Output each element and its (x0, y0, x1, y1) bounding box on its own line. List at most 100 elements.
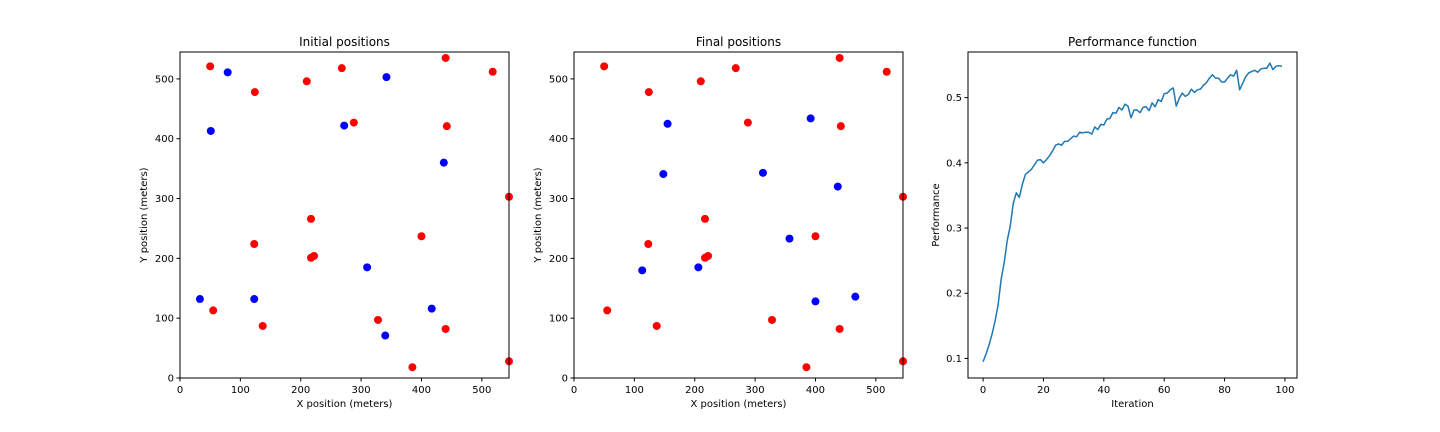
initial-positions-point (442, 122, 451, 131)
performance-x-tick-label: 100 (1275, 385, 1294, 396)
initial-positions-point (363, 263, 372, 272)
final-positions-point (835, 324, 844, 333)
final-positions-point (644, 88, 653, 97)
final-positions-x-tick-label: 500 (866, 385, 885, 396)
initial-positions-series-red (206, 53, 513, 372)
initial-positions-point (206, 126, 215, 135)
initial-positions-point (310, 251, 319, 260)
final-positions-point (851, 292, 860, 301)
initial-positions-y-tick-label: 300 (155, 194, 174, 205)
final-positions-x-tick-label: 300 (746, 385, 765, 396)
initial-positions-point (408, 363, 417, 372)
initial-positions-point (439, 158, 448, 167)
initial-positions-point (441, 53, 450, 62)
final-positions-x-tick-label: 100 (625, 385, 644, 396)
final-positions-point (811, 232, 820, 241)
final-positions-point (802, 363, 811, 372)
initial-positions-point (374, 315, 383, 324)
performance-line (982, 62, 1283, 362)
final-positions-point (811, 297, 820, 306)
performance-x-tick-label: 20 (1037, 385, 1050, 396)
performance-y-tick-label: 0.3 (946, 224, 962, 235)
performance-x-axis-label: Iteration (1111, 399, 1153, 410)
initial-positions-point (337, 64, 346, 73)
initial-positions-y-tick-label: 100 (155, 314, 174, 325)
initial-positions-x-tick-label: 200 (291, 385, 310, 396)
final-positions-y-tick-label: 100 (549, 314, 568, 325)
final-positions-x-tick-label: 400 (806, 385, 825, 396)
final-positions-point (600, 62, 609, 71)
final-positions-chart: Final positions 0 100 200 300 400 500 0 100 200 30… (533, 35, 907, 410)
final-positions-point (603, 306, 612, 315)
initial-positions-point (195, 295, 204, 304)
final-positions-point (659, 170, 668, 179)
final-positions-point (785, 234, 794, 243)
initial-positions-x-tick-label: 0 (177, 385, 183, 396)
final-positions-y-tick-label: 300 (549, 194, 568, 205)
initial-positions-y-tick-label: 400 (155, 134, 174, 145)
performance-x-tick-label: 60 (1158, 385, 1171, 396)
final-positions-point (663, 119, 672, 128)
final-positions-y-tick-label: 400 (549, 134, 568, 145)
final-positions-title: Final positions (696, 35, 781, 49)
performance-y-tick-label: 0.1 (946, 354, 962, 365)
final-positions-point (696, 77, 705, 86)
initial-positions-x-tick-label: 300 (352, 385, 371, 396)
initial-positions-point (209, 306, 218, 315)
final-positions-point (638, 266, 647, 275)
initial-positions-series-blue (195, 68, 448, 340)
performance-y-tick-label: 0.5 (946, 93, 962, 104)
final-positions-point (704, 251, 713, 260)
initial-positions-point (349, 118, 358, 127)
initial-positions-point (417, 232, 426, 241)
final-positions-y-tick-label: 200 (549, 254, 568, 265)
final-positions-y-tick-label: 0 (562, 374, 568, 385)
performance-y-tick-label: 0.4 (946, 158, 962, 169)
final-positions-point (758, 168, 767, 177)
initial-positions-point (206, 62, 215, 71)
final-positions-x-axis-label: X position (meters) (691, 399, 787, 410)
initial-positions-x-axis-label: X position (meters) (297, 399, 393, 410)
final-positions-point (700, 214, 709, 223)
final-positions-point (644, 240, 653, 249)
final-positions-point (806, 114, 815, 123)
final-positions-point (835, 53, 844, 62)
initial-positions-x-tick-label: 100 (231, 385, 250, 396)
performance-axes-frame (967, 51, 1298, 379)
final-positions-point (731, 64, 740, 73)
initial-positions-point (302, 77, 311, 86)
performance-x-tick-label: 0 (980, 385, 986, 396)
performance-title: Performance function (1068, 35, 1197, 49)
final-positions-series-blue (638, 114, 860, 306)
initial-positions-point (306, 214, 315, 223)
final-positions-x-tick-label: 200 (685, 385, 704, 396)
initial-positions-title: Initial positions (299, 35, 390, 49)
final-positions-point (694, 263, 703, 272)
initial-positions-point (381, 331, 390, 340)
initial-positions-point (258, 321, 267, 330)
final-positions-point (652, 321, 661, 330)
initial-positions-y-tick-label: 200 (155, 254, 174, 265)
performance-x-tick-label: 80 (1218, 385, 1231, 396)
initial-positions-y-axis-label: Y position (meters) (139, 167, 150, 263)
initial-positions-point (382, 73, 391, 82)
initial-positions-point (250, 295, 259, 304)
initial-positions-point (427, 304, 436, 313)
final-positions-point (836, 122, 845, 131)
initial-positions-x-tick-label: 400 (412, 385, 431, 396)
initial-positions-axes-frame (179, 51, 510, 379)
initial-positions-point (441, 324, 450, 333)
initial-positions-x-tick-label: 500 (472, 385, 491, 396)
final-positions-point (833, 182, 842, 191)
final-positions-x-tick-label: 0 (571, 385, 577, 396)
performance-chart: Performance function 0 20 40 60 80 100 0.1 0.2 0.… (931, 35, 1298, 410)
initial-positions-y-tick-label: 0 (168, 374, 174, 385)
performance-y-tick-label: 0.2 (946, 289, 962, 300)
initial-positions-chart: Initial positions 0 100 200 300 400 500 0 100 200… (139, 35, 513, 410)
initial-positions-point (250, 240, 259, 249)
final-positions-point (768, 315, 777, 324)
final-positions-point (882, 67, 891, 76)
final-positions-point (743, 118, 752, 127)
performance-x-tick-label: 40 (1097, 385, 1110, 396)
